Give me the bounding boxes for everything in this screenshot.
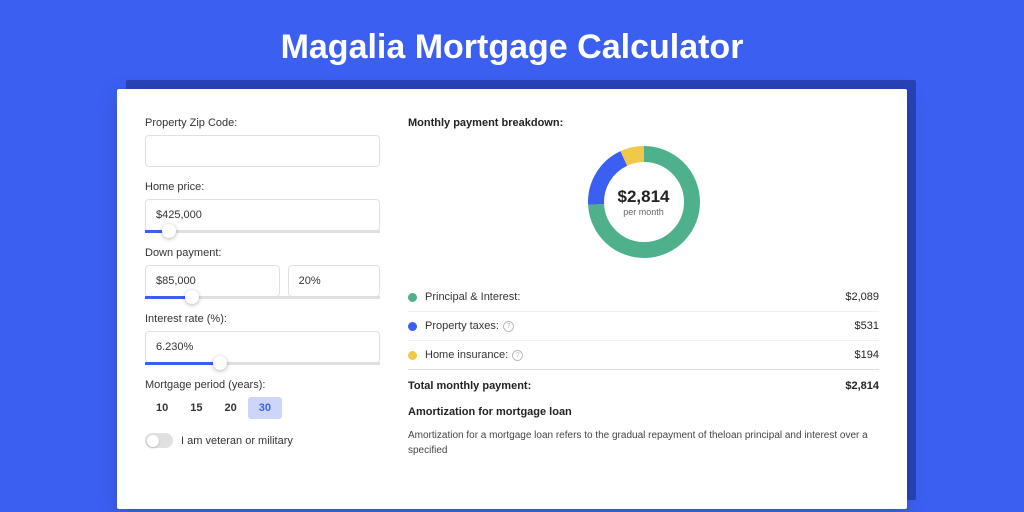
down-label: Down payment: [145, 247, 380, 259]
info-icon[interactable]: ? [512, 350, 523, 361]
donut-sub: per month [623, 207, 664, 217]
veteran-toggle-knob [147, 435, 159, 447]
zip-input[interactable] [145, 135, 380, 167]
period-field: Mortgage period (years): 10152030 [145, 379, 380, 419]
rate-slider[interactable] [145, 362, 380, 365]
price-slider[interactable] [145, 230, 380, 233]
down-slider-knob[interactable] [185, 290, 199, 304]
calculator-card: Property Zip Code: Home price: Down paym… [117, 89, 907, 509]
down-amount-input[interactable] [145, 265, 280, 297]
zip-label: Property Zip Code: [145, 117, 380, 129]
rate-slider-knob[interactable] [213, 356, 227, 370]
legend-value: $531 [855, 320, 879, 332]
period-tab-15[interactable]: 15 [179, 397, 213, 419]
amortization-title: Amortization for mortgage loan [408, 406, 879, 418]
breakdown-title: Monthly payment breakdown: [408, 117, 879, 129]
form-column: Property Zip Code: Home price: Down paym… [145, 117, 380, 509]
period-tab-10[interactable]: 10 [145, 397, 179, 419]
legend-row: Property taxes:?$531 [408, 312, 879, 341]
total-value: $2,814 [845, 380, 879, 392]
legend-value: $194 [855, 349, 879, 361]
breakdown-column: Monthly payment breakdown: $2,814 per mo… [408, 117, 879, 509]
price-input[interactable] [145, 199, 380, 231]
down-slider[interactable] [145, 296, 380, 299]
total-label: Total monthly payment: [408, 380, 845, 392]
legend-dot [408, 351, 417, 360]
legend-dot [408, 322, 417, 331]
legend: Principal & Interest:$2,089Property taxe… [408, 283, 879, 370]
legend-dot [408, 293, 417, 302]
period-label: Mortgage period (years): [145, 379, 380, 391]
total-row: Total monthly payment: $2,814 [408, 370, 879, 406]
period-tabs: 10152030 [145, 397, 380, 419]
price-slider-knob[interactable] [162, 224, 176, 238]
zip-field: Property Zip Code: [145, 117, 380, 167]
rate-field: Interest rate (%): [145, 313, 380, 365]
period-tab-30[interactable]: 30 [248, 397, 282, 419]
rate-input[interactable] [145, 331, 380, 363]
price-field: Home price: [145, 181, 380, 233]
legend-row: Principal & Interest:$2,089 [408, 283, 879, 312]
period-tab-20[interactable]: 20 [214, 397, 248, 419]
down-field: Down payment: [145, 247, 380, 299]
veteran-label: I am veteran or military [181, 435, 293, 447]
legend-row: Home insurance:?$194 [408, 341, 879, 370]
amortization-text: Amortization for a mortgage loan refers … [408, 428, 879, 458]
page-title: Magalia Mortgage Calculator [0, 0, 1024, 89]
legend-label: Principal & Interest: [425, 291, 845, 303]
legend-label: Home insurance:? [425, 349, 855, 361]
veteran-toggle[interactable] [145, 433, 173, 448]
legend-value: $2,089 [845, 291, 879, 303]
rate-label: Interest rate (%): [145, 313, 380, 325]
veteran-row: I am veteran or military [145, 433, 380, 448]
info-icon[interactable]: ? [503, 321, 514, 332]
donut-amount: $2,814 [618, 187, 670, 207]
price-label: Home price: [145, 181, 380, 193]
donut-chart: $2,814 per month [408, 141, 879, 263]
legend-label: Property taxes:? [425, 320, 855, 332]
down-percent-input[interactable] [288, 265, 380, 297]
